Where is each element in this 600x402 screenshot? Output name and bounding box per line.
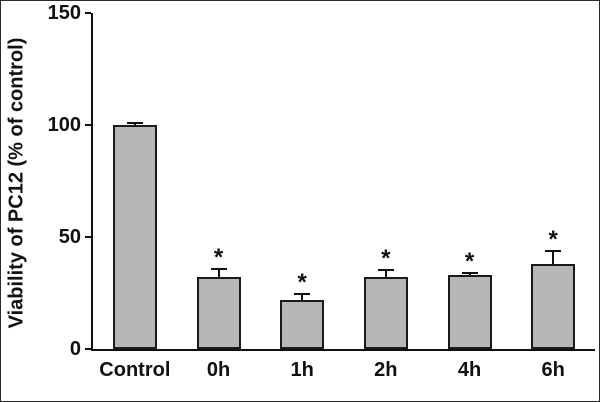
- significance-marker: *: [213, 244, 224, 272]
- bar: [112, 125, 157, 349]
- y-tick-mark: [85, 124, 91, 126]
- error-bar-line: [301, 293, 304, 300]
- error-bar-line: [552, 250, 555, 264]
- y-tick-mark: [85, 12, 91, 14]
- y-tick-label: 100: [47, 114, 81, 136]
- x-axis-label: Control: [99, 359, 171, 381]
- bar: [280, 299, 325, 349]
- error-bar-cap: [126, 121, 143, 124]
- bar: [531, 263, 576, 349]
- error-bar-cap: [294, 293, 311, 295]
- error-bar-line: [384, 269, 387, 278]
- significance-marker: *: [548, 226, 558, 254]
- bar: [363, 277, 408, 349]
- plot-area: 0 50 100 150 * * * * * Control 0h 1h 2h 4h 6h: [48, 2, 595, 381]
- x-axis-label: 6h: [541, 359, 565, 381]
- error-bar-cap: [545, 250, 562, 253]
- y-tick-mark: [85, 348, 91, 350]
- x-axis-label: 0h: [206, 359, 231, 381]
- significance-marker: *: [464, 247, 475, 275]
- bar: [196, 277, 241, 349]
- y-tick-mark: [85, 236, 91, 238]
- error-bar-cap: [210, 268, 227, 271]
- error-bar-cap: [377, 269, 394, 272]
- y-tick-label: 50: [58, 226, 81, 248]
- x-axis-label: 4h: [457, 359, 482, 381]
- x-axis-label: 1h: [290, 359, 314, 381]
- y-tick-label: 0: [69, 338, 81, 360]
- y-axis-label: Viability of PC12 (% of control): [5, 37, 28, 329]
- error-bar-line: [217, 268, 220, 278]
- significance-marker: *: [381, 245, 391, 273]
- bar: [447, 275, 492, 349]
- x-axis-label: 2h: [374, 359, 398, 381]
- error-bar-cap: [461, 271, 478, 274]
- significance-marker: *: [297, 269, 307, 296]
- y-tick-label: 150: [47, 2, 81, 24]
